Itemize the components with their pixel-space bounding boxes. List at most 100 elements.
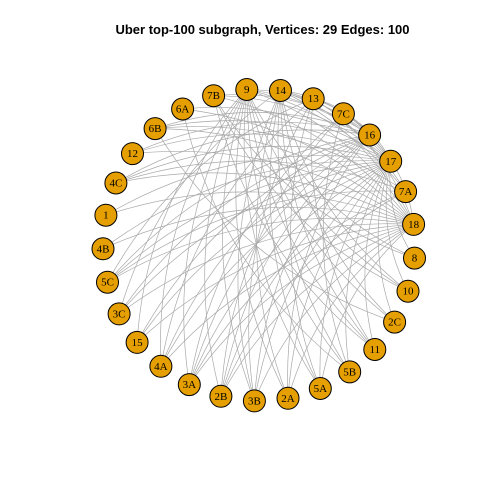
- node-layer: 9 14 13 7C 16 17 7A 18 8 10 2C 11 5B 5A 2A 3B 2B 3A 4A 15 3C…: [91, 78, 426, 413]
- edge-14-3B: [237, 90, 281, 401]
- node-6B: 6B: [143, 117, 167, 141]
- node-label-2A: 2A: [281, 393, 295, 405]
- edge-16-4A: [160, 134, 370, 367]
- node-circle-7C: [331, 102, 355, 126]
- edge-18-13: [313, 98, 414, 225]
- edge-18-6B: [155, 128, 414, 225]
- node-circle-2A: [276, 386, 300, 410]
- edge-7C-5B: [322, 113, 351, 373]
- node-label-12: 12: [127, 148, 138, 160]
- node-label-14: 14: [275, 85, 287, 97]
- node-circle-4A: [149, 354, 173, 378]
- node-circle-3A: [177, 373, 201, 397]
- node-circle-14: [269, 79, 292, 102]
- node-label-3B: 3B: [248, 395, 261, 407]
- edge-18-2A: [287, 224, 414, 399]
- edge-13-11: [310, 98, 376, 350]
- edge-7A-6B: [155, 126, 406, 192]
- edge-17-4C: [115, 145, 391, 184]
- edge-18-3B: [254, 224, 414, 402]
- node-circle-10: [396, 279, 420, 303]
- chart-title: Uber top-100 subgraph, Vertices: 29 Edge…: [115, 22, 410, 37]
- node-2B: 2B: [209, 384, 233, 408]
- node-circle-18: [402, 212, 426, 236]
- node-17: 17: [379, 149, 403, 173]
- node-circle-5B: [338, 360, 362, 384]
- edge-9-2C: [246, 89, 395, 323]
- edge-16-2B: [220, 134, 370, 397]
- node-7A: 7A: [394, 180, 418, 204]
- node-label-15: 15: [132, 337, 144, 349]
- edge-7A-9: [246, 89, 406, 192]
- edge-13-4A: [160, 98, 314, 367]
- edge-18-4A: [160, 224, 414, 367]
- node-label-3A: 3A: [183, 379, 197, 391]
- node-label-5A: 5A: [314, 383, 328, 395]
- edge-14-2C: [280, 90, 395, 323]
- edge-7B-10: [213, 95, 409, 292]
- edge-13-5A: [290, 98, 321, 389]
- edge-7B-8: [213, 95, 415, 259]
- node-5B: 5B: [338, 360, 362, 384]
- node-label-7A: 7A: [399, 186, 413, 198]
- node-label-7C: 7C: [337, 108, 350, 120]
- edge-17-5C: [107, 160, 391, 283]
- node-7C: 7C: [331, 102, 355, 126]
- edge-18-15: [136, 224, 414, 343]
- node-label-5B: 5B: [343, 366, 356, 378]
- node-circle-7A: [394, 180, 418, 204]
- node-label-4B: 4B: [97, 243, 110, 255]
- node-label-11: 11: [370, 344, 381, 356]
- node-label-18: 18: [408, 219, 420, 231]
- edge-14-3C: [118, 90, 281, 314]
- node-label-9: 9: [244, 84, 250, 96]
- edge-14-10: [280, 90, 409, 292]
- edge-18-5A: [319, 224, 414, 389]
- node-11: 11: [363, 338, 387, 361]
- node-label-6B: 6B: [149, 123, 162, 135]
- edge-7A-3A: [188, 191, 406, 385]
- edge-14-5B: [277, 90, 350, 373]
- node-2C: 2C: [383, 310, 407, 334]
- edge-9-15: [136, 89, 248, 343]
- node-15: 15: [125, 330, 149, 354]
- node-label-13: 13: [308, 93, 320, 105]
- edge-17-6A: [182, 106, 391, 162]
- node-6A: 6A: [171, 97, 195, 121]
- edge-9-3A: [183, 89, 248, 385]
- node-label-5C: 5C: [101, 277, 114, 289]
- edge-9-2B: [204, 89, 248, 397]
- node-3B: 3B: [242, 389, 266, 413]
- edge-9-10: [246, 89, 409, 292]
- edge-17-2A: [287, 161, 391, 399]
- node-circle-2C: [383, 310, 407, 334]
- edge-9-2A: [235, 89, 289, 399]
- edge-17-3C: [118, 160, 391, 315]
- edge-7B-11: [213, 95, 376, 350]
- edge-16-4C: [115, 129, 370, 184]
- node-circle-6B: [143, 117, 167, 141]
- edge-18-1: [105, 191, 414, 225]
- node-label-17: 17: [385, 156, 397, 168]
- edge-18-3C: [118, 223, 414, 315]
- node-circle-1: [94, 203, 118, 227]
- edge-18-5C: [107, 217, 414, 283]
- node-4C: 4C: [104, 171, 128, 195]
- node-12: 12: [121, 142, 144, 166]
- node-label-1: 1: [103, 210, 109, 222]
- edge-16-15: [136, 134, 370, 343]
- node-label-10: 10: [403, 286, 415, 298]
- node-circle-16: [358, 123, 382, 147]
- node-circle-8: [403, 246, 426, 270]
- node-circle-6A: [171, 97, 195, 121]
- node-circle-12: [121, 142, 144, 166]
- node-13: 13: [301, 87, 325, 111]
- node-3A: 3A: [177, 373, 201, 397]
- edge-6B-2C: [154, 128, 395, 323]
- node-circle-4C: [104, 171, 128, 195]
- node-7B: 7B: [202, 84, 226, 108]
- edge-17-4B: [102, 160, 391, 250]
- edge-14-5A: [269, 90, 321, 389]
- node-label-8: 8: [412, 253, 418, 265]
- edge-18-4C: [115, 172, 414, 225]
